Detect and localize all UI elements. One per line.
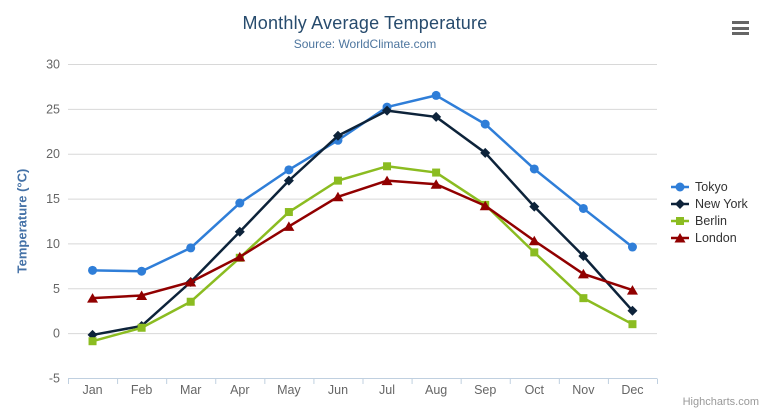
series-new-york-marker[interactable]	[529, 201, 540, 212]
series-berlin-marker[interactable]	[628, 320, 637, 329]
series-tokyo	[88, 90, 637, 276]
series-new-york-marker[interactable]	[234, 226, 245, 237]
series-london-marker[interactable]	[87, 293, 99, 303]
series-london	[87, 175, 638, 303]
legend: Tokyo New York Berlin London	[670, 178, 748, 246]
y-axis-tick-label: 0	[53, 327, 60, 341]
x-axis-tick-label: Apr	[230, 383, 249, 397]
series-berlin-marker[interactable]	[432, 168, 441, 177]
series-berlin-marker[interactable]	[284, 208, 293, 217]
series-tokyo-marker[interactable]	[627, 242, 637, 252]
series-london-marker[interactable]	[185, 277, 197, 287]
series-london-marker[interactable]	[528, 235, 540, 246]
series-london-marker[interactable]	[381, 175, 393, 186]
y-axis-tick-label: 30	[46, 58, 60, 72]
series-tokyo-marker[interactable]	[529, 164, 539, 174]
series-tokyo-marker[interactable]	[578, 203, 588, 213]
series-london-marker[interactable]	[136, 290, 148, 300]
x-axis-tick-label: Jul	[379, 383, 395, 397]
y-axis-tick-label: -5	[49, 372, 60, 386]
legend-item-berlin[interactable]: Berlin	[670, 212, 748, 229]
series-london-marker[interactable]	[332, 191, 344, 202]
series-new-york-marker[interactable]	[431, 111, 442, 122]
x-axis-tick-label: Aug	[425, 383, 447, 397]
x-axis-tick-label: Jun	[328, 383, 348, 397]
series-tokyo-marker[interactable]	[235, 198, 245, 208]
series-london-marker[interactable]	[577, 268, 589, 279]
x-axis-tick-label: May	[277, 383, 301, 397]
legend-item-label: New York	[695, 196, 748, 211]
series-berlin-marker[interactable]	[383, 162, 392, 171]
legend-item-label: Berlin	[695, 213, 727, 228]
series-new-york-marker[interactable]	[382, 105, 393, 116]
x-axis-tick-label: Dec	[621, 383, 643, 397]
y-axis-tick-label: 5	[53, 282, 60, 296]
series-london-marker[interactable]	[430, 179, 442, 189]
series-berlin-marker[interactable]	[88, 337, 97, 346]
legend-item-label: Tokyo	[695, 179, 728, 194]
x-axis-tick-label: Sep	[474, 383, 496, 397]
y-axis-tick-label: 25	[46, 102, 60, 116]
series-berlin-marker[interactable]	[530, 248, 539, 257]
legend-marker-triangle-glyph	[674, 232, 686, 242]
series-berlin-marker[interactable]	[579, 294, 588, 303]
series-new-york-marker[interactable]	[480, 147, 491, 158]
series-tokyo-marker[interactable]	[431, 90, 441, 100]
series-berlin-marker[interactable]	[137, 323, 146, 332]
series-tokyo-line[interactable]	[91, 94, 634, 273]
chart-title: Monthly Average Temperature	[242, 13, 488, 33]
y-axis-tick-label: 10	[46, 237, 60, 251]
series-london-marker[interactable]	[283, 221, 295, 231]
credits-link[interactable]: Highcharts.com	[682, 396, 759, 408]
legend-marker-square-glyph	[676, 216, 684, 225]
y-axis-tick-label: 20	[46, 147, 60, 161]
series-new-york-line[interactable]	[91, 109, 634, 337]
legend-marker-diamond-icon	[671, 198, 689, 209]
legend-marker-circle-icon	[671, 182, 689, 191]
legend-marker-diamond-glyph	[675, 198, 685, 209]
legend-item-new-york[interactable]: New York	[670, 195, 748, 212]
x-axis-tick-label: Jan	[82, 383, 102, 397]
series-london-marker[interactable]	[234, 251, 246, 262]
export-context-menu-button[interactable]	[732, 20, 752, 36]
series-new-york-marker[interactable]	[627, 305, 638, 316]
series-tokyo-marker[interactable]	[284, 165, 294, 175]
series-berlin-line[interactable]	[91, 165, 634, 343]
series-london-line[interactable]	[91, 179, 634, 300]
legend-marker-square-icon	[671, 216, 689, 225]
series-tokyo-marker[interactable]	[480, 119, 490, 129]
legend-marker-circle-glyph	[675, 182, 685, 191]
series-tokyo-marker[interactable]	[88, 265, 98, 275]
legend-item-label: London	[695, 230, 737, 245]
chart-subtitle: Source: WorldClimate.com	[293, 37, 437, 51]
series-london-marker[interactable]	[479, 200, 491, 211]
legend-item-london[interactable]: London	[670, 229, 748, 246]
series-berlin-marker[interactable]	[186, 297, 195, 306]
series-new-york-marker[interactable]	[332, 130, 343, 141]
x-axis-tick-label: Oct	[525, 383, 545, 397]
legend-item-tokyo[interactable]: Tokyo	[670, 178, 748, 195]
series-new-york-marker[interactable]	[283, 175, 294, 186]
legend-marker-triangle-icon	[671, 232, 689, 242]
series-new-york-marker[interactable]	[578, 250, 589, 261]
hamburger-menu-icon	[732, 26, 749, 30]
series-berlin-marker[interactable]	[333, 176, 342, 185]
y-axis-tick-label: 15	[46, 192, 60, 206]
x-axis-tick-label: Mar	[180, 383, 202, 397]
series-tokyo-marker[interactable]	[186, 243, 196, 253]
series-london-marker[interactable]	[626, 285, 638, 295]
x-axis-tick-label: Nov	[572, 383, 595, 397]
x-axis-tick-label: Feb	[131, 383, 153, 397]
hamburger-menu-icon	[732, 32, 749, 35]
hamburger-menu-icon	[732, 21, 749, 24]
series-new-york	[87, 105, 638, 340]
series-tokyo-marker[interactable]	[137, 266, 147, 276]
